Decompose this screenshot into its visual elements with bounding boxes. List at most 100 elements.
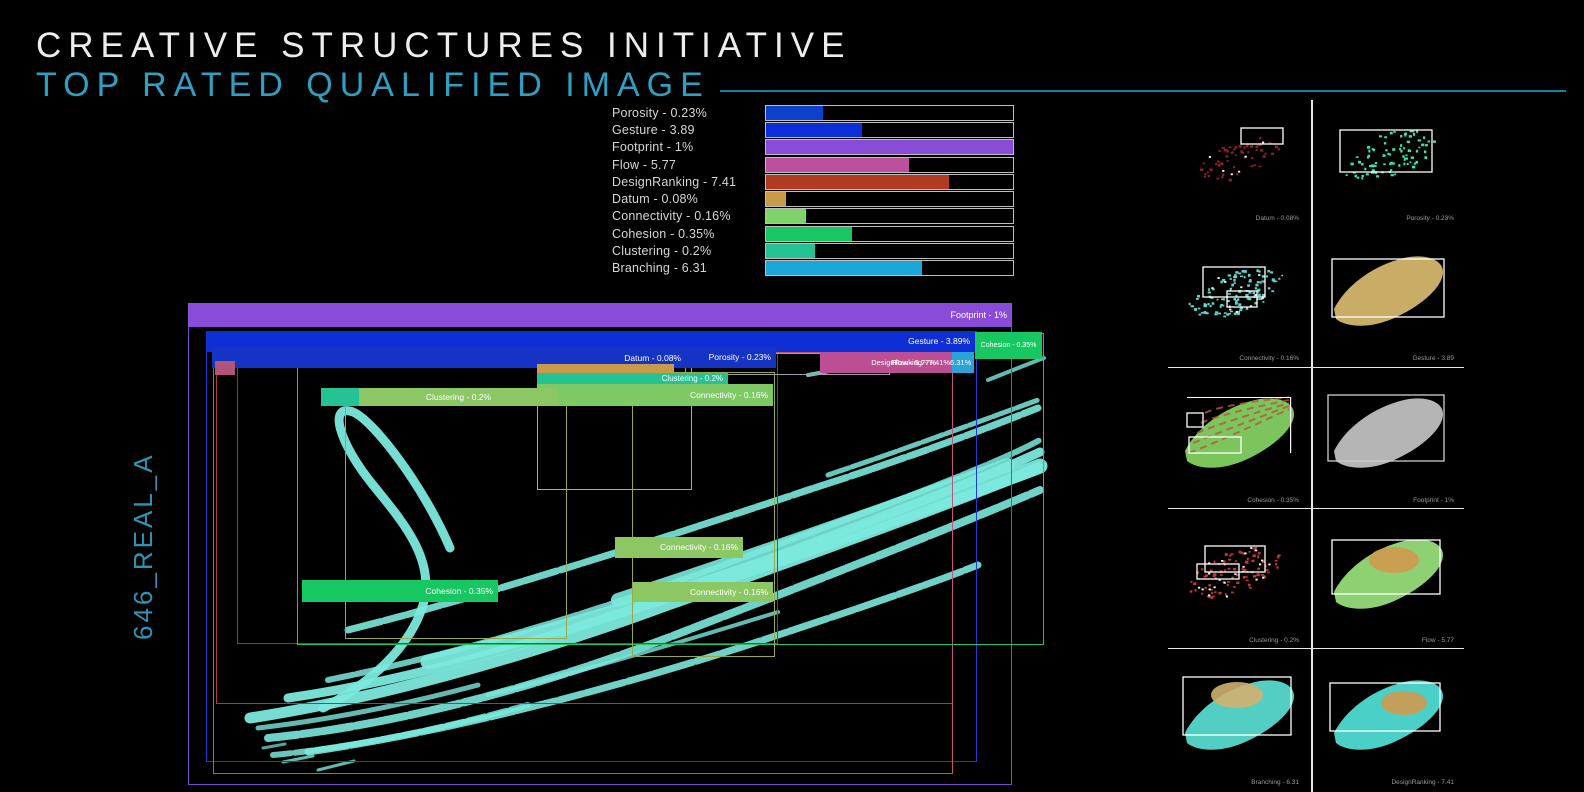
dot <box>1219 303 1223 306</box>
dot <box>1234 294 1237 297</box>
dot-white <box>1249 547 1252 549</box>
dot <box>1207 595 1211 599</box>
paint-stroke-11 <box>486 610 780 697</box>
dot <box>1232 166 1235 169</box>
dot <box>1389 131 1393 135</box>
paint-stroke-10 <box>304 561 982 756</box>
dot <box>1256 567 1260 570</box>
dot <box>1400 149 1403 153</box>
dot <box>1277 148 1280 151</box>
dot <box>1275 566 1279 569</box>
dot <box>1425 144 1428 147</box>
dot <box>1378 135 1383 138</box>
dot <box>1256 288 1260 292</box>
legend-label-flow: Flow - 5.77 <box>612 157 677 172</box>
legend-row-gesture: Gesture - 3.89 <box>612 121 1014 138</box>
dot <box>1409 161 1412 164</box>
legend-row-flow: Flow - 5.77 <box>612 156 1014 173</box>
thumbnail-label-gesture: Gesture - 3.89 <box>1412 355 1454 362</box>
dot <box>1234 271 1238 274</box>
dot <box>1261 280 1265 283</box>
overlay-connectivity-bar-mid: Connectivity - 0.16% <box>615 537 743 558</box>
legend-bar-track-porosity <box>765 104 1014 121</box>
dot-white <box>1230 173 1233 176</box>
metric-thumbnails-panel: Datum - 0.08% Porosity - 0.23% Connectivit… <box>1168 100 1464 792</box>
dot <box>1195 297 1199 300</box>
dot <box>1407 149 1411 153</box>
dot <box>1189 580 1193 583</box>
overlay-footprint-bar: Footprint - 1% <box>188 303 1012 327</box>
dot <box>1387 152 1390 155</box>
overlay-flow-label: Flow - 5.77% <box>890 358 936 367</box>
legend-bar-track-connectivity <box>765 208 1014 225</box>
dot <box>1230 283 1234 287</box>
legend-row-branching: Branching - 6.31 <box>612 260 1014 277</box>
thumbnail-image-gesture <box>1331 256 1445 326</box>
dot <box>1258 143 1261 147</box>
dot-white <box>1220 560 1223 562</box>
dot <box>1427 140 1431 143</box>
dot <box>1244 294 1249 297</box>
dot <box>1220 175 1223 179</box>
overlay-designranking-label: DesignRanking - 7.41% <box>871 358 950 367</box>
dot <box>1235 573 1239 577</box>
bbox-porosity-0 <box>1339 129 1433 173</box>
dot <box>1398 164 1401 167</box>
dot <box>1410 156 1415 159</box>
dot <box>1225 313 1229 316</box>
dot <box>1432 140 1436 143</box>
dot <box>1350 162 1354 166</box>
dot <box>1234 302 1238 305</box>
dot <box>1364 167 1367 171</box>
dot <box>1249 145 1253 148</box>
blob-gesture <box>1334 256 1444 326</box>
dot <box>1247 273 1251 277</box>
dot <box>1216 177 1219 180</box>
thumbnail-image-flow <box>1331 539 1444 609</box>
dot <box>1264 569 1269 571</box>
dot <box>1371 148 1375 150</box>
blob-designranking <box>1334 680 1444 750</box>
dot <box>1200 168 1203 171</box>
bbox-clustering-1 <box>1195 563 1240 580</box>
dot <box>1210 591 1213 595</box>
legend-row-datum: Datum - 0.08% <box>612 190 1014 208</box>
dot <box>1220 298 1224 301</box>
dot <box>1233 282 1236 285</box>
dot <box>1211 595 1215 598</box>
dot <box>1239 307 1242 310</box>
dot <box>1256 281 1260 284</box>
dot <box>1202 575 1207 578</box>
dot <box>1223 564 1226 566</box>
dot <box>1413 162 1417 165</box>
dot <box>1197 313 1201 316</box>
dot <box>1227 312 1231 315</box>
bbox-cohesion-0 <box>1185 412 1204 428</box>
dot <box>1276 556 1279 559</box>
thumbnail-porosity: Porosity - 0.23% <box>1314 102 1462 226</box>
dot-white <box>1208 588 1211 591</box>
dot <box>1193 589 1197 592</box>
dot <box>1246 557 1249 561</box>
overlay-clustering-strip: Clustering - 0.2% <box>537 373 728 384</box>
legend-bar-track-designranking <box>765 173 1014 190</box>
dot <box>1271 278 1275 282</box>
dot <box>1211 302 1214 305</box>
dot <box>1203 172 1206 176</box>
dot <box>1224 155 1228 158</box>
dot <box>1189 590 1192 593</box>
dot <box>1247 291 1252 294</box>
dot <box>1238 144 1242 148</box>
dot-white <box>1258 563 1261 566</box>
dot <box>1249 165 1253 168</box>
thumbnail-label-connectivity: Connectivity - 0.16% <box>1239 355 1299 362</box>
dot <box>1233 146 1237 149</box>
dot <box>1207 174 1210 178</box>
streak <box>1203 396 1289 414</box>
metrics-legend: Porosity - 0.23% Gesture - 3.89 Footprint … <box>612 104 1014 277</box>
legend-bar-fill-datum <box>766 192 786 207</box>
overlay-flow-mini-box <box>215 361 235 375</box>
dot <box>1417 139 1421 142</box>
dot <box>1234 299 1238 303</box>
